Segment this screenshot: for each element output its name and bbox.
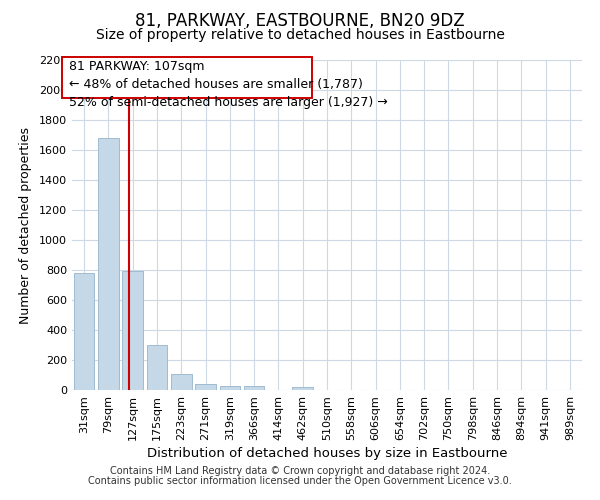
Text: Contains public sector information licensed under the Open Government Licence v3: Contains public sector information licen… — [88, 476, 512, 486]
Text: Contains HM Land Registry data © Crown copyright and database right 2024.: Contains HM Land Registry data © Crown c… — [110, 466, 490, 476]
Bar — [244, 386, 265, 390]
Bar — [292, 386, 313, 390]
Text: Size of property relative to detached houses in Eastbourne: Size of property relative to detached ho… — [95, 28, 505, 42]
Bar — [195, 384, 216, 390]
Bar — [98, 138, 119, 390]
X-axis label: Distribution of detached houses by size in Eastbourne: Distribution of detached houses by size … — [147, 447, 507, 460]
Bar — [146, 345, 167, 390]
FancyBboxPatch shape — [62, 56, 312, 98]
Bar — [122, 271, 143, 390]
Bar — [171, 374, 191, 390]
Text: 81, PARKWAY, EASTBOURNE, BN20 9DZ: 81, PARKWAY, EASTBOURNE, BN20 9DZ — [135, 12, 465, 30]
Bar — [74, 273, 94, 390]
Bar — [220, 386, 240, 390]
Y-axis label: Number of detached properties: Number of detached properties — [19, 126, 32, 324]
Text: 81 PARKWAY: 107sqm
← 48% of detached houses are smaller (1,787)
52% of semi-deta: 81 PARKWAY: 107sqm ← 48% of detached hou… — [70, 60, 388, 109]
